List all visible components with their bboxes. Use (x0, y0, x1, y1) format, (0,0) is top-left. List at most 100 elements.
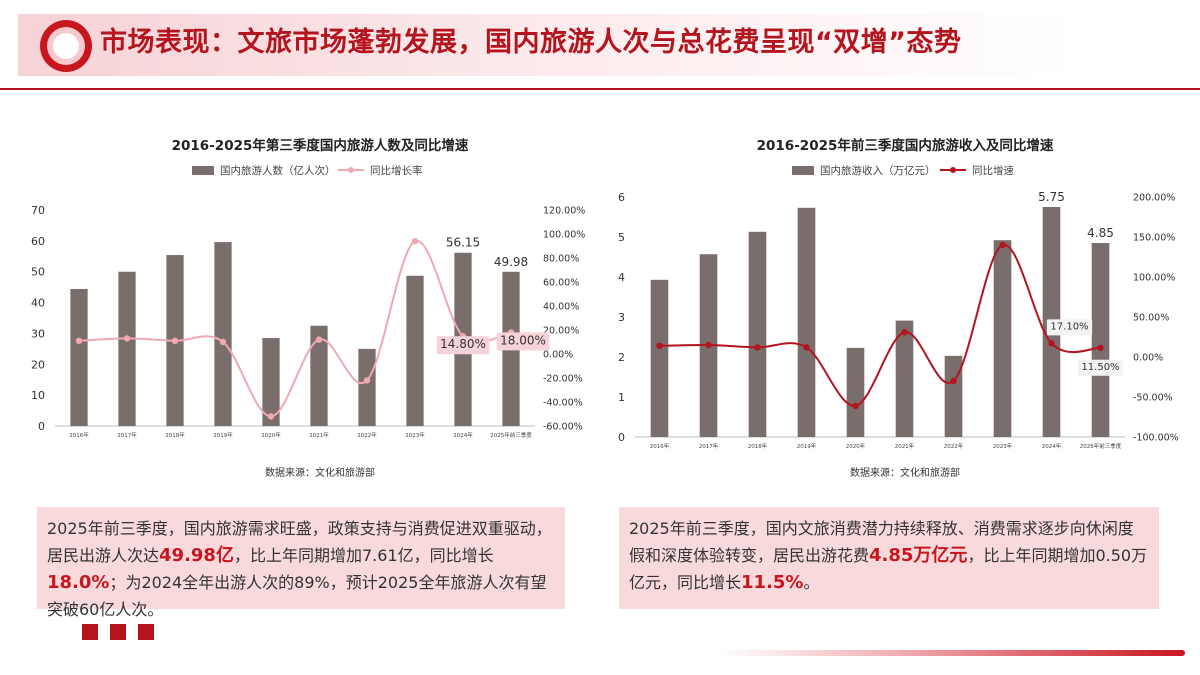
line-point (656, 342, 663, 349)
y-right-tick-label: 150.00% (1133, 233, 1175, 244)
x-tick-label: 2020年 (846, 442, 866, 450)
desc-left-text-2: ，比上年同期增加7.61亿，同比增长 (233, 546, 494, 565)
bar (895, 320, 914, 437)
bottom-accent-line (720, 650, 1185, 656)
x-tick-label: 2019年 (213, 431, 233, 439)
decor-square (82, 624, 98, 640)
x-tick-label: 2019年 (797, 442, 817, 450)
desc-box-left: 2025年前三季度，国内旅游需求旺盛，政策支持与消费促进双重驱动，居民出游人次达… (37, 507, 565, 619)
bar (748, 231, 767, 437)
x-tick-label: 2018年 (165, 431, 185, 439)
y-right-tick-label: 50.00% (1133, 313, 1169, 324)
line-point (75, 337, 83, 344)
line-value-label: 18.00% (500, 333, 546, 347)
line-point (171, 337, 179, 344)
line-point (950, 377, 957, 385)
y-left-tick-label: 50 (31, 266, 45, 279)
line-value-label: 11.50% (1081, 362, 1119, 373)
desc-right-highlight-growth: 11.5% (741, 572, 804, 593)
x-tick-label: 2024年 (1042, 442, 1062, 450)
x-tick-label: 2016年 (69, 431, 89, 439)
x-tick-label: 2025年前三季度 (490, 431, 532, 439)
x-tick-label: 2017年 (699, 442, 719, 450)
bar-value-label: 56.15 (446, 236, 480, 250)
growth-line (659, 243, 1101, 407)
x-tick-label: 2022年 (944, 442, 964, 450)
x-tick-label: 2021年 (895, 442, 915, 450)
bar (797, 207, 816, 437)
chart-title: 2016-2025年第三季度国内旅游人数及同比增速 (172, 137, 469, 154)
bar (118, 271, 136, 426)
legend-bar-swatch (792, 166, 814, 175)
y-right-tick-label: -20.00% (543, 374, 583, 385)
decor-square (138, 624, 154, 640)
desc-left-highlight-growth: 18.0% (47, 572, 110, 593)
line-point (411, 238, 419, 245)
chart-title: 2016-2025年前三季度国内旅游收入及同比增速 (757, 137, 1054, 154)
y-left-tick-label: 5 (618, 231, 625, 244)
y-right-tick-label: -100.00% (1133, 433, 1179, 444)
page-title: 市场表现：文旅市场蓬勃发展，国内旅游人次与总花费呈现“双增”态势 (100, 27, 962, 58)
x-tick-label: 2020年 (261, 431, 281, 439)
decor-square (110, 624, 126, 640)
bar (310, 325, 328, 426)
line-point (1097, 344, 1104, 351)
y-left-tick-label: 3 (618, 311, 625, 324)
line-point (852, 402, 859, 409)
y-left-tick-label: 20 (31, 358, 45, 371)
y-left-tick-label: 1 (618, 391, 625, 404)
growth-line (78, 240, 512, 418)
y-left-tick-label: 0 (38, 420, 45, 433)
y-right-tick-label: 20.00% (543, 326, 579, 337)
line-value-label: 17.10% (1050, 321, 1088, 332)
source-note: 数据来源：文化和旅游部 (265, 466, 375, 479)
line-point (219, 338, 227, 346)
line-point (1048, 340, 1055, 347)
line-point (363, 377, 371, 384)
bar-value-label: 5.75 (1038, 190, 1065, 204)
y-right-tick-label: 0.00% (543, 350, 573, 361)
x-tick-label: 2023年 (405, 431, 425, 439)
source-note: 数据来源：文化和旅游部 (850, 466, 960, 479)
y-right-tick-label: 0.00% (1133, 353, 1163, 364)
x-tick-label: 2023年 (993, 442, 1013, 450)
y-right-tick-label: 40.00% (543, 302, 579, 313)
desc-right-text-1: 2025年前三季度，国内文旅消费潜力持续释放、消费需求逐步向休闲度假和深度体验转… (629, 519, 1134, 565)
line-point (901, 329, 908, 336)
y-right-tick-label: 120.00% (543, 206, 585, 217)
desc-right-highlight-spend: 4.85万亿元 (869, 545, 968, 566)
line-point (267, 413, 275, 420)
title-divider (0, 88, 1200, 90)
line-point (123, 335, 131, 342)
legend-bar-swatch (192, 166, 214, 175)
y-right-tick-label: 60.00% (543, 278, 579, 289)
y-left-tick-label: 2 (618, 351, 625, 364)
y-right-tick-label: 80.00% (543, 254, 579, 265)
legend-label-bars: 国内旅游收入（万亿元） (820, 164, 936, 177)
bar (650, 279, 669, 437)
line-value-label-bg (1077, 359, 1124, 376)
line-value-label-bg (1046, 319, 1093, 336)
bar (214, 242, 232, 426)
desc-right-text-3: 。 (803, 573, 820, 592)
bar (262, 338, 280, 426)
desc-left-text-3: ；为2024全年出游人次的89%，预计2025全年旅游人次有望突破60亿人次。 (47, 573, 547, 619)
y-right-tick-label: 100.00% (1133, 273, 1175, 284)
line-value-label-bg (436, 336, 490, 355)
y-left-tick-label: 0 (618, 431, 625, 444)
desc-box-right: 2025年前三季度，国内文旅消费潜力持续释放、消费需求逐步向休闲度假和深度体验转… (619, 507, 1159, 609)
x-tick-label: 2025年前三季度 (1080, 442, 1122, 450)
line-value-label: 14.80% (440, 337, 486, 351)
x-tick-label: 2024年 (453, 431, 473, 439)
y-left-tick-label: 60 (31, 235, 45, 248)
y-right-tick-label: -60.00% (543, 422, 583, 433)
legend-label-line: 同比增速 (972, 164, 1014, 177)
y-left-tick-label: 70 (31, 204, 45, 217)
y-left-tick-label: 30 (31, 327, 45, 340)
line-point (705, 341, 712, 349)
x-tick-label: 2022年 (357, 431, 377, 439)
bar (70, 288, 88, 426)
line-point (803, 344, 810, 351)
